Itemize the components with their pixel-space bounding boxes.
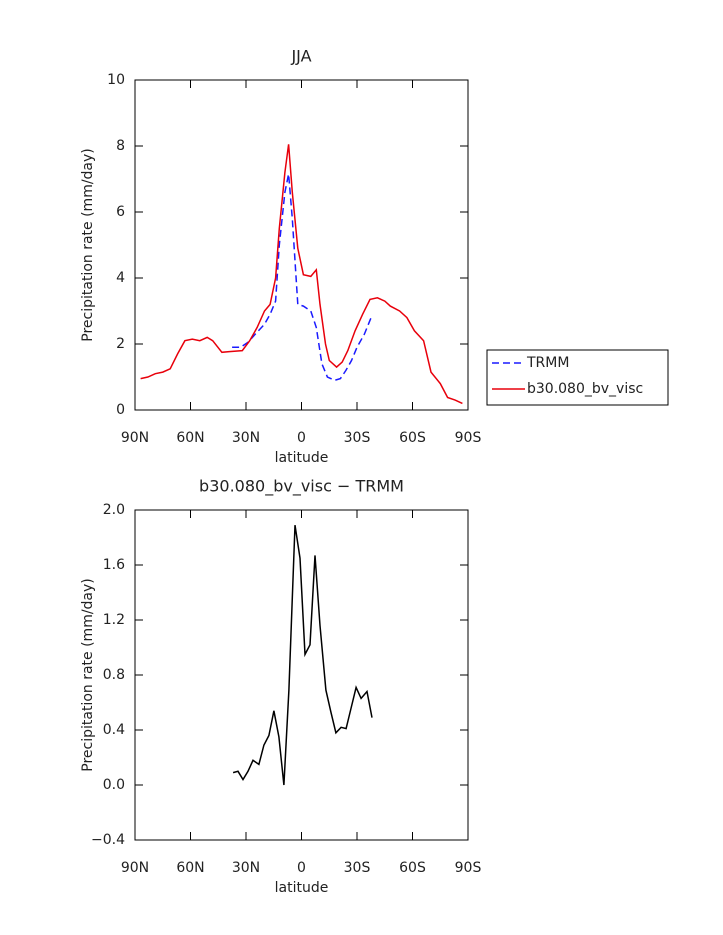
y-tick-label: −0.4 [91,832,125,848]
y-tick-label: 10 [107,72,125,88]
legend-label: TRMM [526,355,569,371]
y-tick-label: 2.0 [103,502,125,518]
y-tick-label: 1.6 [103,557,125,573]
x-tick-label: 30S [344,860,371,876]
y-tick-label: 6 [116,204,125,220]
x-axis-label: latitude [275,450,329,466]
x-tick-label: 60N [176,860,204,876]
plot-frame [134,509,469,841]
y-tick-label: 8 [116,138,125,154]
x-axis-label: latitude [275,880,329,896]
x-tick-label: 90N [121,430,149,446]
data-line [140,144,463,405]
chart-title: b30.080_bv_visc − TRMM [199,477,404,497]
data-line [232,173,373,382]
x-tick-label: 60S [399,860,426,876]
x-tick-label: 30N [232,430,260,446]
x-tick-label: 60S [399,430,426,446]
x-tick-label: 60N [176,430,204,446]
x-tick-label: 90S [455,860,482,876]
y-tick-label: 4 [116,270,125,286]
x-tick-label: 30S [344,430,371,446]
legend-label: b30.080_bv_visc [527,381,643,397]
y-tick-label: 1.2 [103,612,125,628]
y-tick-label: 2 [116,336,125,352]
x-tick-label: 90S [455,430,482,446]
x-tick-label: 90N [121,860,149,876]
y-axis-label: Precipitation rate (mm/day) [80,148,96,342]
x-tick-label: 30N [232,860,260,876]
y-tick-label: 0.4 [103,722,125,738]
y-tick-label: 0 [116,402,125,418]
y-tick-label: 0.8 [103,667,125,683]
y-axis-label: Precipitation rate (mm/day) [80,578,96,772]
y-tick-label: 0.0 [103,777,125,793]
data-line [232,524,373,786]
x-tick-label: 0 [297,860,306,876]
plot-frame [134,79,469,411]
legend-box [486,349,669,406]
x-tick-label: 0 [297,430,306,446]
chart-title: JJA [290,47,311,66]
